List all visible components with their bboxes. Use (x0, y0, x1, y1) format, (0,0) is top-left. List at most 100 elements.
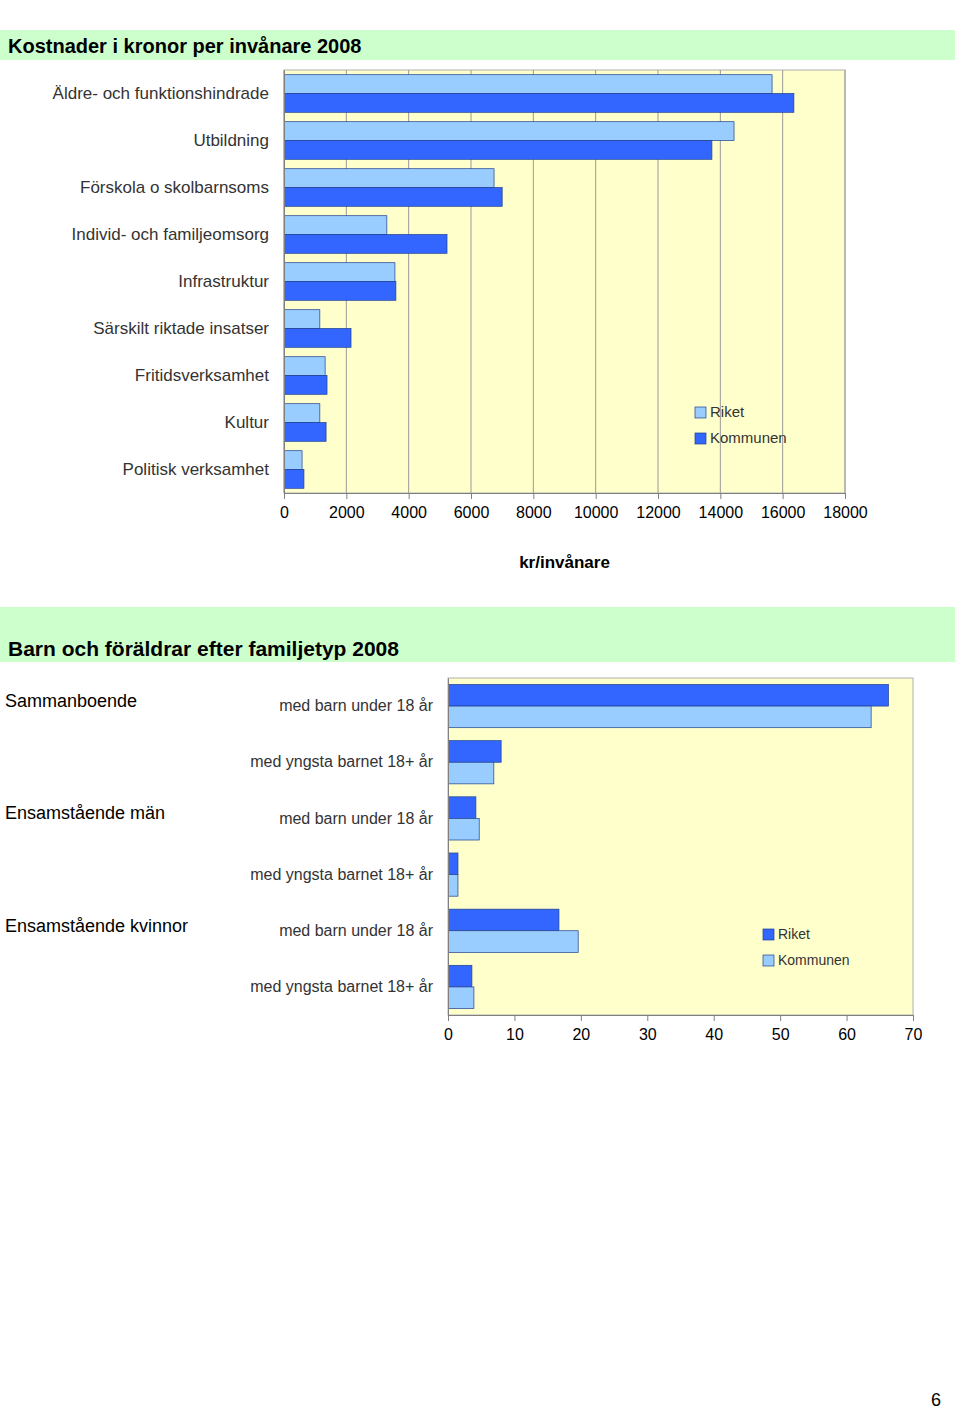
legend-swatch (763, 955, 774, 966)
bar (284, 282, 396, 301)
category-label: Särskilt riktade insatser (93, 319, 269, 338)
bar (284, 404, 320, 423)
legend-label: Kommunen (710, 429, 787, 446)
x-tick: 10 (506, 1015, 524, 1043)
x-tick-label: 12000 (636, 504, 681, 521)
chart-title: Barn och föräldrar efter familjetyp 2008 (8, 637, 399, 660)
legend: Riket Kommunen (763, 926, 850, 968)
group-label: Ensamstående kvinnor (5, 916, 188, 936)
bar (448, 987, 474, 1009)
category-label: med barn under 18 år (279, 922, 434, 939)
x-tick-mark (284, 493, 285, 499)
y-tick: Förskola o skolbarnsoms (80, 178, 284, 197)
x-tick: 8000 (516, 493, 552, 521)
y-tick: Kultur (225, 413, 284, 432)
bar (448, 853, 458, 875)
legend-label: Riket (778, 926, 810, 942)
x-tick: 12000 (636, 493, 681, 521)
category-label: Politisk verksamhet (123, 460, 270, 479)
legend: Riket Kommunen (695, 403, 787, 446)
page-number: 6 (931, 1390, 941, 1410)
category-label: med barn under 18 år (279, 697, 434, 714)
bars (448, 684, 888, 1008)
x-tick-label: 30 (639, 1026, 657, 1043)
x-axis: 010203040506070 (444, 1015, 922, 1043)
x-tick-label: 50 (772, 1026, 790, 1043)
x-tick-mark (596, 493, 597, 499)
y-tick: med yngsta barnet 18+ år (250, 866, 448, 883)
title-band (0, 607, 955, 662)
x-tick: 16000 (761, 493, 806, 521)
bar (284, 451, 302, 470)
x-tick: 0 (280, 493, 289, 521)
x-tick: 70 (905, 1015, 923, 1043)
x-tick-mark (783, 493, 784, 499)
y-tick: Särskilt riktade insatser (93, 319, 284, 338)
y-tick: med barn under 18 år (279, 922, 448, 939)
chart: Barn och föräldrar efter familjetyp 2008… (0, 607, 955, 1043)
legend-swatch (763, 929, 774, 940)
bar (284, 263, 395, 282)
plot-area (448, 678, 913, 1015)
x-tick-mark (720, 493, 721, 499)
x-tick: 60 (838, 1015, 856, 1043)
bar (284, 216, 387, 235)
category-label: med yngsta barnet 18+ år (250, 866, 433, 883)
x-tick-label: 14000 (699, 504, 744, 521)
category-label: Äldre- och funktionshindrade (53, 84, 269, 103)
x-tick-label: 8000 (516, 504, 552, 521)
x-tick-label: 40 (705, 1026, 723, 1043)
bar (284, 169, 494, 188)
x-tick-mark (581, 1015, 582, 1021)
category-label: Infrastruktur (178, 272, 269, 291)
x-tick-label: 0 (444, 1026, 453, 1043)
x-tick-mark (647, 1015, 648, 1021)
x-tick: 30 (639, 1015, 657, 1043)
bar (284, 470, 304, 489)
page: Kostnader i kronor per invånare 20080200… (0, 0, 960, 1410)
x-tick-label: 70 (905, 1026, 923, 1043)
y-axis: Äldre- och funktionshindrade Utbildning Fö… (53, 71, 285, 494)
x-axis-line (285, 494, 846, 500)
category-label: med yngsta barnet 18+ år (250, 978, 433, 995)
x-tick-label: 10 (506, 1026, 524, 1043)
chart: Kostnader i kronor per invånare 20080200… (0, 30, 955, 572)
bar (284, 94, 794, 113)
bar (448, 931, 578, 953)
x-tick-mark (346, 493, 347, 499)
bar (448, 684, 888, 706)
x-tick-mark (514, 1015, 515, 1021)
legend-label: Riket (710, 403, 745, 420)
x-tick-label: 16000 (761, 504, 806, 521)
legend-label: Kommunen (778, 952, 850, 968)
y-tick: Utbildning (193, 131, 284, 150)
x-tick-mark (658, 493, 659, 499)
x-tick-label: 18000 (823, 504, 868, 521)
legend-swatch (695, 407, 706, 418)
grid-line (845, 70, 846, 493)
category-label: Utbildning (193, 131, 269, 150)
group-labels: SammanboendeEnsamstående mänEnsamstående… (5, 691, 188, 936)
x-tick-mark (847, 1015, 848, 1021)
y-tick: Infrastruktur (178, 272, 284, 291)
bar (284, 188, 502, 207)
y-tick: Politisk verksamhet (123, 460, 284, 479)
x-tick: 2000 (329, 493, 365, 521)
bar (448, 706, 871, 728)
bar (284, 329, 351, 348)
bar (284, 423, 326, 442)
y-tick: Individ- och familjeomsorg (72, 225, 284, 244)
x-tick-label: 0 (280, 504, 289, 521)
bar (448, 965, 472, 987)
x-tick-mark (409, 493, 410, 499)
y-tick: med yngsta barnet 18+ år (250, 978, 448, 995)
grid-line (284, 70, 285, 493)
x-tick: 0 (444, 1015, 453, 1043)
bar (284, 376, 327, 395)
grid (284, 70, 845, 493)
y-tick: Äldre- och funktionshindrade (53, 84, 284, 103)
x-tick: 50 (772, 1015, 790, 1043)
x-tick-mark (714, 1015, 715, 1021)
x-tick-mark (845, 493, 846, 499)
bar (448, 909, 559, 931)
